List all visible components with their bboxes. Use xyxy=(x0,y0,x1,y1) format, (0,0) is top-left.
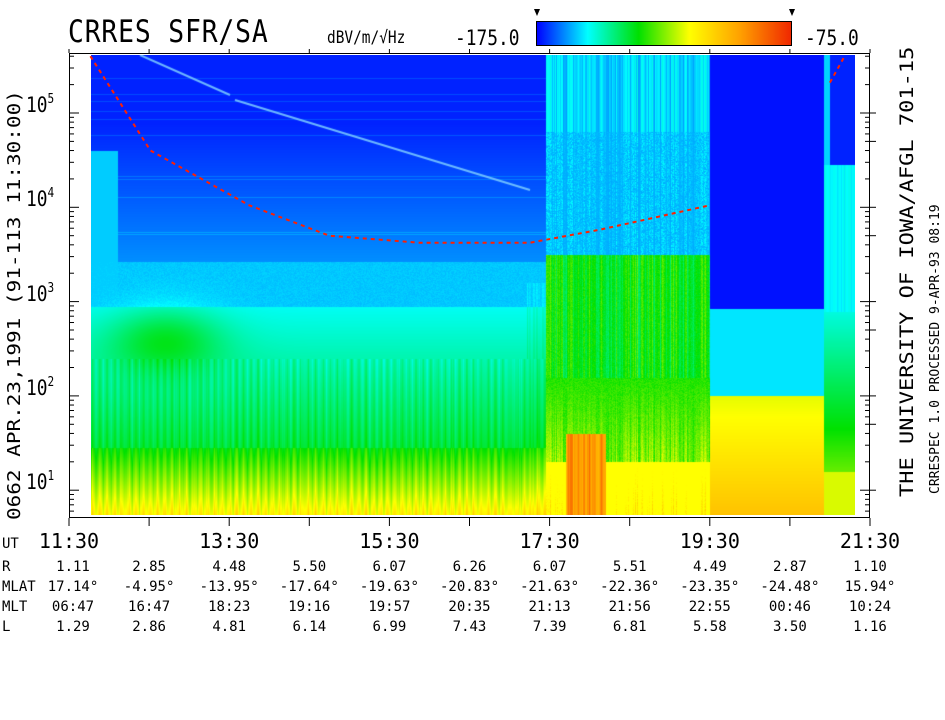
colorbar-min-marker xyxy=(534,9,540,16)
ephemeris-cell-r: 4.49 xyxy=(692,559,727,575)
y-tick-label: 101 xyxy=(26,469,54,494)
ephemeris-cell-mlat: -19.63° xyxy=(359,579,419,595)
ephemeris-cell-mlat: -21.63° xyxy=(520,579,580,595)
ephemeris-cell-mlat: -17.64° xyxy=(279,579,339,595)
ephemeris-cell-mlt: 19:16 xyxy=(288,599,331,615)
ephemeris-cell-r: 6.26 xyxy=(452,559,487,575)
y-tick-base: 10 xyxy=(26,281,48,306)
ephemeris-cell-l: 1.16 xyxy=(853,619,887,635)
x-tick-label: 17:30 xyxy=(519,529,580,553)
ephemeris-cell-mlat: -24.48° xyxy=(760,579,820,595)
ephemeris-cell-mlt: 10:24 xyxy=(848,599,892,615)
ephemeris-cell-mlt: 06:47 xyxy=(51,599,95,615)
ephemeris-cell-mlat: 17.14° xyxy=(47,579,99,595)
y-tick-label: 105 xyxy=(26,92,54,117)
ephemeris-cell-mlt: 00:46 xyxy=(768,599,811,615)
ephemeris-cell-mlt: 19:57 xyxy=(368,599,411,615)
ephemeris-cell-mlt: 18:23 xyxy=(208,599,251,615)
overlay-curve xyxy=(89,55,711,244)
ephemeris-cell-mlt: 16:47 xyxy=(128,599,171,615)
y-tick-exponent: 4 xyxy=(47,186,55,202)
colorbar-units: dBV/m/√Hz xyxy=(327,28,406,48)
ephemeris-cell-mlat: -13.95° xyxy=(199,579,259,595)
colorbar xyxy=(536,21,792,46)
spectrogram xyxy=(91,55,855,515)
chart-title: CRRES SFR/SA xyxy=(68,14,269,50)
ephemeris-row-label-l: L xyxy=(2,619,11,635)
ephemeris-cell-l: 7.39 xyxy=(532,619,567,635)
ephemeris-row-label-r: R xyxy=(2,559,11,575)
x-tick-label: 11:30 xyxy=(38,529,100,553)
x-tick-label: 21:30 xyxy=(839,529,901,553)
ephemeris-cell-mlat: -4.95° xyxy=(123,579,175,595)
colorbar-max-label: -75.0 xyxy=(805,26,859,50)
y-tick-base: 10 xyxy=(26,470,48,495)
colorbar-max-marker xyxy=(789,9,795,16)
ephemeris-cell-l: 7.43 xyxy=(452,619,487,635)
ephemeris-cell-r: 6.07 xyxy=(372,559,407,575)
ephemeris-cell-r: 2.85 xyxy=(132,559,166,575)
y-tick-label: 102 xyxy=(26,375,54,400)
ephemeris-cell-r: 4.48 xyxy=(212,559,247,575)
ephemeris-cell-l: 3.50 xyxy=(773,619,807,635)
ephemeris-cell-r: 2.87 xyxy=(773,559,807,575)
plot-frame xyxy=(69,53,870,518)
ephemeris-row-label-mlat: MLAT xyxy=(2,579,36,595)
ut-row-label: UT xyxy=(2,536,19,552)
ephemeris-cell-mlt: 20:35 xyxy=(448,599,491,615)
ephemeris-cell-mlt: 22:55 xyxy=(688,599,731,615)
ephemeris-cell-l: 1.29 xyxy=(56,619,90,635)
y-tick-exponent: 2 xyxy=(47,374,55,390)
ephemeris-cell-mlat: -23.35° xyxy=(680,579,740,595)
ephemeris-cell-mlat: -20.83° xyxy=(439,579,500,595)
y-tick-exponent: 5 xyxy=(47,92,55,107)
ephemeris-cell-l: 4.81 xyxy=(212,619,247,635)
y-tick-base: 10 xyxy=(26,187,48,212)
ephemeris-cell-r: 5.50 xyxy=(292,559,327,575)
ephemeris-cell-l: 5.58 xyxy=(692,619,727,635)
ephemeris-row-label-mlt: MLT xyxy=(2,599,28,615)
ephemeris-cell-r: 5.51 xyxy=(612,559,647,575)
y-tick-label: 103 xyxy=(26,281,54,306)
overlay-curve-late xyxy=(829,55,846,84)
ephemeris-cell-mlt: 21:56 xyxy=(608,599,651,615)
x-tick-label: 15:30 xyxy=(359,529,420,553)
ephemeris-cell-r: 1.11 xyxy=(56,559,90,575)
ephemeris-cell-mlt: 21:13 xyxy=(528,599,571,615)
x-tick-label: 19:30 xyxy=(679,529,740,553)
ephemeris-cell-l: 6.14 xyxy=(292,619,327,635)
y-tick-base: 10 xyxy=(26,375,48,400)
y-tick-exponent: 1 xyxy=(47,469,55,485)
y-tick-exponent: 3 xyxy=(47,280,55,296)
y-tick-label: 104 xyxy=(26,186,54,211)
ephemeris-cell-mlat: 15.94° xyxy=(844,579,896,595)
ephemeris-cell-mlat: -22.36° xyxy=(600,579,660,595)
x-tick-label: 13:30 xyxy=(199,529,260,553)
ephemeris-cell-r: 6.07 xyxy=(532,559,567,575)
ephemeris-cell-l: 2.86 xyxy=(132,619,166,635)
colorbar-min-label: -175.0 xyxy=(455,26,520,50)
ephemeris-cell-r: 1.10 xyxy=(853,559,887,575)
y-tick-base: 10 xyxy=(26,93,48,117)
ephemeris-cell-l: 6.99 xyxy=(372,619,407,635)
ephemeris-cell-l: 6.81 xyxy=(612,619,647,635)
